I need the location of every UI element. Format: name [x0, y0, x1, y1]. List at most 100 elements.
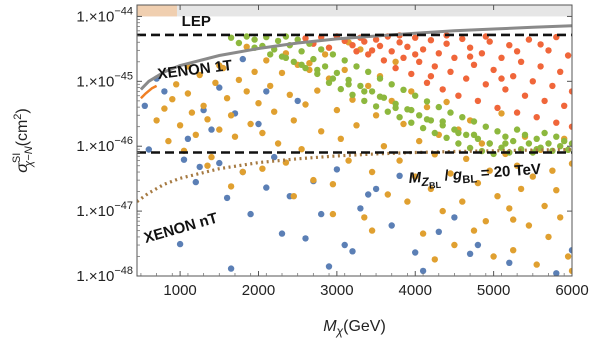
scatter-point [447, 109, 454, 116]
scatter-point [416, 137, 423, 145]
scatter-point [321, 51, 329, 58]
scatter-point [368, 227, 376, 234]
series-1 [153, 39, 572, 275]
scatter-point [568, 267, 572, 275]
scatter-point [345, 157, 352, 164]
scatter-point [459, 198, 466, 205]
scatter-point [564, 52, 572, 59]
plot-background [137, 5, 572, 17]
x-tick-label: 5000 [477, 282, 510, 299]
scatter-point [392, 64, 399, 72]
exclusion-curves [137, 24, 572, 203]
scatter-point [459, 114, 466, 121]
scatter-point [513, 126, 521, 133]
scatter-point [329, 75, 337, 82]
scatter-point [365, 68, 372, 76]
scatter-point [376, 93, 384, 100]
scatter-point [341, 241, 348, 249]
scatter-point [361, 38, 368, 45]
y-tick-label: 1.×10−44 [76, 5, 133, 25]
scatter-point [404, 43, 411, 50]
scatter-point [204, 162, 211, 169]
scatter-point [482, 218, 489, 225]
scatter-point [478, 140, 486, 147]
scatter-point [255, 100, 262, 107]
scatter-point [333, 106, 341, 114]
scatter-point [427, 37, 435, 44]
y-tick-label: 1.×10−46 [76, 135, 133, 155]
scatter-point [494, 128, 501, 135]
scatter-point [400, 54, 407, 61]
scatter-point [537, 41, 544, 48]
scatter-point [455, 92, 462, 99]
scatter-points [141, 32, 572, 276]
scatter-point [208, 153, 215, 161]
scatter-point [568, 88, 572, 95]
axes-frame [136, 4, 573, 277]
scatter-point [510, 137, 517, 145]
scatter-point [380, 57, 388, 64]
series-3 [227, 33, 572, 158]
scatter-point [470, 131, 478, 138]
scatter-point [267, 82, 274, 90]
scatter-point [392, 58, 399, 65]
scatter-point [419, 46, 427, 53]
scatter-point [466, 250, 474, 257]
scatter-point [180, 156, 188, 163]
x-tick-label: 2000 [242, 282, 275, 299]
scatter-point [412, 34, 419, 41]
scatter-point [196, 163, 203, 171]
scatter-point [368, 47, 376, 54]
scatter-point [431, 129, 438, 137]
scatter-point [192, 131, 199, 138]
scatter-point [525, 222, 533, 229]
scatter-point [470, 227, 478, 234]
scatter-point [259, 129, 266, 137]
scatter-point [271, 153, 278, 161]
scatter-point [247, 210, 254, 218]
x-tick-label: 3000 [320, 282, 353, 299]
scatter-point [408, 70, 415, 78]
scatter-point [419, 124, 427, 132]
scatter-point [412, 173, 419, 180]
xenon1t-label: XENON 1T [157, 57, 234, 83]
x-axis-label: Mχ(GeV) [323, 318, 386, 338]
scatter-point [216, 84, 223, 91]
scatter-point [302, 35, 309, 42]
scatter-point [525, 140, 533, 147]
scatter-point [553, 133, 560, 140]
scatter-point [372, 103, 380, 110]
x-tick-label: 1000 [163, 282, 196, 299]
scatter-point [153, 117, 160, 124]
scatter-point [537, 63, 544, 70]
orange-excluded-box [137, 5, 177, 17]
scatter-point [490, 253, 497, 260]
scatter-point [184, 135, 192, 142]
scatter-point [408, 119, 415, 126]
scatter-point [498, 110, 505, 117]
scatter-point [329, 181, 337, 188]
scatter-point [404, 198, 411, 205]
scatter-point [184, 90, 192, 97]
scatter-point [474, 179, 482, 187]
scatter-point [478, 50, 486, 57]
scatter-point [341, 66, 348, 74]
scatter-point [427, 73, 435, 80]
scatter-point [486, 140, 493, 147]
scatter-point [196, 71, 203, 79]
scatter-point [470, 61, 478, 68]
scatter-point [494, 193, 501, 200]
scatter-point [392, 104, 399, 112]
scatter-point [278, 230, 286, 237]
scatter-point [490, 66, 497, 74]
scatter-point [290, 117, 297, 124]
scatter-point [396, 172, 403, 179]
scatter-point [384, 191, 391, 198]
scatter-point [223, 95, 231, 102]
scatter-point [345, 81, 352, 88]
axis-labels: Mχ(GeV) σSIχ−N(cm2) [11, 108, 386, 338]
x-tick-label: 4000 [399, 282, 432, 299]
scatter-point [553, 270, 560, 276]
